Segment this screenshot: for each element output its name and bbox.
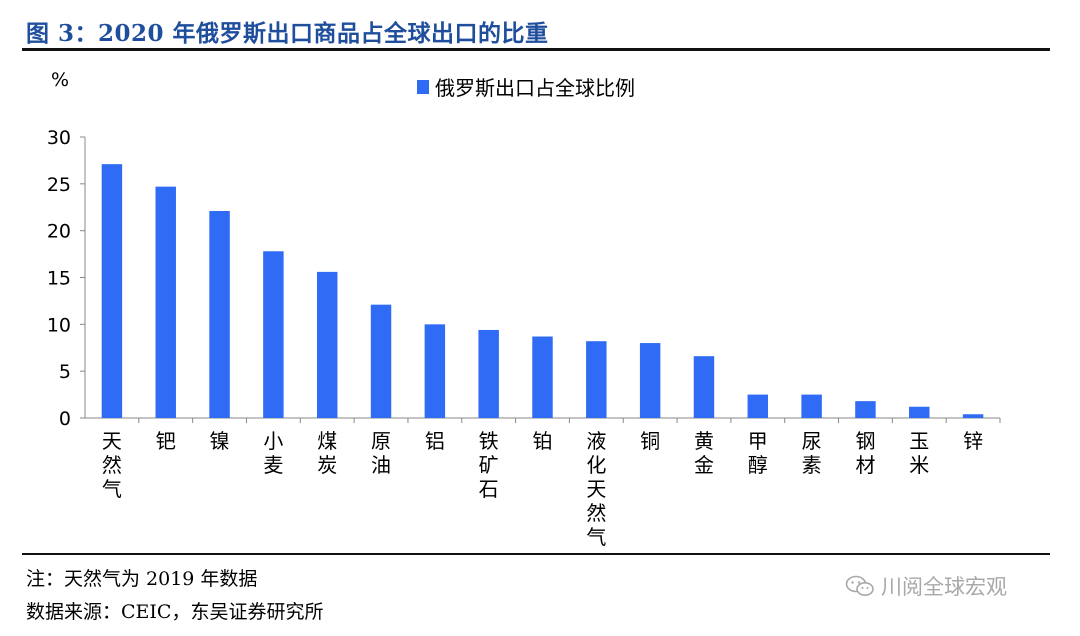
wechat-icon — [845, 575, 874, 596]
legend-label: 俄罗斯出口占全球比例 — [435, 76, 635, 100]
legend-swatch — [417, 80, 429, 94]
bottom-rule — [22, 553, 1050, 555]
category-label: 甲醇 — [748, 429, 768, 477]
y-tick-label: 15 — [47, 268, 71, 290]
y-unit-label: % — [51, 69, 69, 91]
category-label: 钯 — [156, 429, 176, 453]
category-label: 玉米 — [909, 429, 929, 477]
bar — [424, 324, 446, 418]
category-label: 黄金 — [694, 429, 714, 477]
category-label: 煤炭 — [317, 429, 337, 477]
top-rule — [22, 48, 1050, 51]
bar — [316, 271, 338, 418]
category-label: 原油 — [371, 429, 391, 477]
y-tick-label: 5 — [59, 361, 71, 383]
bar — [586, 341, 607, 418]
bar — [801, 394, 822, 418]
bar — [639, 343, 661, 418]
bar — [909, 406, 930, 418]
bar — [747, 394, 769, 418]
category-label: 钢材 — [855, 429, 875, 477]
bar — [101, 164, 123, 418]
y-tick-label: 10 — [47, 314, 71, 336]
y-axis: 0 5 10 15 20 25 30 — [47, 127, 86, 430]
y-tick-label: 25 — [47, 174, 71, 196]
category-label: 铂 — [533, 429, 553, 453]
category-label: 镍 — [210, 429, 230, 453]
bar-series — [101, 164, 984, 418]
x-axis — [85, 417, 1001, 423]
bar — [209, 210, 230, 418]
bar — [263, 251, 284, 418]
y-tick-label: 30 — [47, 127, 71, 149]
category-label: 尿素 — [802, 429, 822, 477]
category-label: 铝 — [425, 429, 445, 453]
bar — [155, 186, 176, 418]
bar — [370, 304, 392, 418]
legend: 俄罗斯出口占全球比例 — [417, 76, 635, 100]
category-label: 锌 — [963, 429, 983, 453]
category-label: 小麦 — [263, 429, 283, 477]
watermark: 川阅全球宏观 — [845, 571, 1007, 601]
data-source: 数据来源：CEIC，东吴证券研究所 — [26, 601, 324, 623]
footnote: 注：天然气为 2019 年数据 — [26, 568, 258, 590]
bar — [478, 329, 499, 418]
bar — [855, 401, 876, 418]
figure-title: 图 3：2020 年俄罗斯出口商品占全球出口的比重 — [26, 20, 549, 47]
y-tick-label: 0 — [59, 408, 71, 430]
category-label: 铁矿石 — [479, 429, 499, 501]
watermark-text: 川阅全球宏观 — [881, 575, 1007, 599]
bar — [693, 356, 715, 418]
category-label: 铜 — [640, 429, 660, 453]
category-label: 液化天然气 — [586, 429, 606, 549]
y-tick-label: 20 — [47, 221, 71, 243]
category-label: 天然气 — [102, 429, 122, 501]
bar — [962, 414, 984, 418]
bar — [532, 336, 553, 418]
